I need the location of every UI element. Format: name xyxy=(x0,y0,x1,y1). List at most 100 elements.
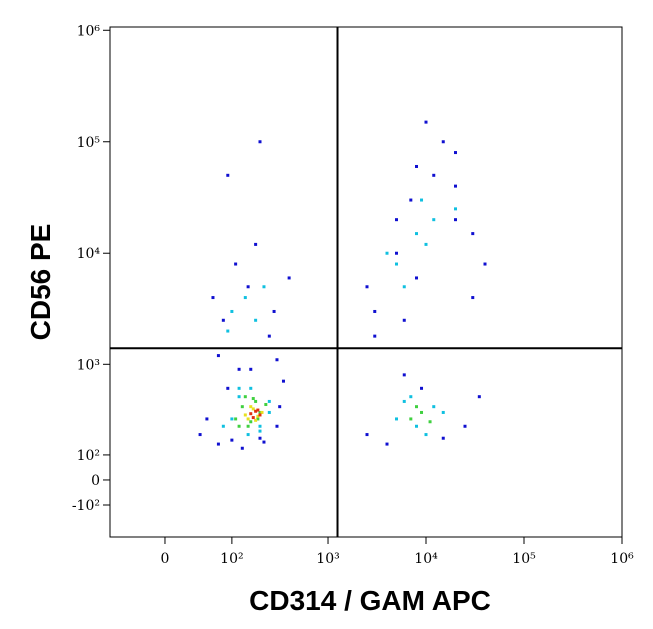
event-dot xyxy=(409,417,413,421)
event-dot xyxy=(463,424,467,428)
event-dot xyxy=(249,405,253,409)
y-axis-title: CD56 PE xyxy=(25,224,56,341)
event-dot xyxy=(267,399,271,403)
event-dot xyxy=(385,251,389,255)
event-dot xyxy=(278,405,282,409)
event-dot xyxy=(249,412,253,416)
event-dot xyxy=(237,424,241,428)
event-dot xyxy=(420,410,424,414)
event-dot xyxy=(415,276,419,280)
event-dot xyxy=(230,309,234,313)
event-dot xyxy=(402,399,406,403)
event-dot xyxy=(211,296,215,300)
event-dot xyxy=(395,251,399,255)
event-dot xyxy=(243,296,247,300)
event-dot xyxy=(365,285,369,289)
event-dot xyxy=(441,436,445,440)
event-dot xyxy=(256,408,260,412)
event-dot xyxy=(258,429,262,433)
event-dot xyxy=(420,386,424,390)
event-dot xyxy=(373,334,377,338)
x-tick-label: 10⁶ xyxy=(610,551,634,567)
event-dot xyxy=(258,424,262,428)
event-dot xyxy=(428,420,432,424)
event-dot xyxy=(454,184,458,188)
event-dot xyxy=(409,198,413,202)
event-dot xyxy=(373,309,377,313)
event-dot xyxy=(258,410,262,414)
event-dot xyxy=(454,218,458,222)
event-dot xyxy=(267,334,271,338)
event-dot xyxy=(483,262,487,266)
event-dot xyxy=(254,242,258,246)
event-dot xyxy=(432,218,436,222)
event-dot xyxy=(471,296,475,300)
event-dot xyxy=(216,442,220,446)
event-dot xyxy=(260,410,264,414)
event-dot xyxy=(234,262,238,266)
event-dot xyxy=(415,424,419,428)
y-tick-label: 10⁶ xyxy=(77,23,101,39)
event-dot xyxy=(237,395,241,399)
event-dot xyxy=(262,285,266,289)
event-dot xyxy=(395,218,399,222)
x-tick-label: 10² xyxy=(220,551,243,567)
x-axis-title: CD314 / GAM APC xyxy=(249,585,491,616)
event-dot xyxy=(281,379,285,383)
event-dot xyxy=(226,386,230,390)
event-dot xyxy=(237,386,241,390)
event-dot xyxy=(198,433,202,437)
event-dot xyxy=(415,232,419,236)
event-dot xyxy=(262,440,266,444)
event-dot xyxy=(205,417,209,421)
event-dot xyxy=(402,318,406,322)
y-tick-label: -10² xyxy=(72,498,100,514)
event-dot xyxy=(454,207,458,211)
event-dot xyxy=(246,424,250,428)
event-dot xyxy=(246,417,250,421)
event-dot xyxy=(424,120,428,124)
event-dot xyxy=(471,232,475,236)
x-tick-label: 10³ xyxy=(316,551,339,567)
event-dot xyxy=(246,285,250,289)
event-dot xyxy=(441,410,445,414)
event-dot xyxy=(251,407,255,411)
event-dot xyxy=(424,242,428,246)
event-dot xyxy=(226,329,230,333)
event-dot xyxy=(221,318,225,322)
event-dot xyxy=(249,367,253,371)
event-dot xyxy=(254,409,258,413)
event-dot xyxy=(385,442,389,446)
event-dot xyxy=(230,417,234,421)
event-dot xyxy=(395,262,399,266)
event-dot xyxy=(477,395,481,399)
event-dot xyxy=(230,438,234,442)
event-dot xyxy=(402,285,406,289)
event-dot xyxy=(258,140,262,144)
event-dot xyxy=(275,424,279,428)
event-dot xyxy=(395,417,399,421)
event-dot xyxy=(415,164,419,168)
event-dot xyxy=(454,151,458,155)
event-dot xyxy=(240,405,244,409)
event-dot xyxy=(240,446,244,450)
event-dot xyxy=(243,395,247,399)
event-dot xyxy=(221,424,225,428)
y-tick-label: 10⁵ xyxy=(77,135,101,151)
event-dot xyxy=(424,433,428,437)
event-dot xyxy=(432,173,436,177)
event-dot xyxy=(409,395,413,399)
event-dot xyxy=(365,433,369,437)
event-dot xyxy=(254,418,258,422)
event-dot xyxy=(264,403,268,407)
y-tick-label: 10⁴ xyxy=(77,246,101,262)
event-dot xyxy=(251,416,255,420)
event-dot xyxy=(249,420,253,424)
event-dot xyxy=(234,417,238,421)
event-dot xyxy=(258,436,262,440)
event-dot xyxy=(415,405,419,409)
event-dot xyxy=(287,276,291,280)
y-tick-label: 10³ xyxy=(77,357,100,373)
event-dot xyxy=(254,318,258,322)
event-dot xyxy=(420,198,424,202)
